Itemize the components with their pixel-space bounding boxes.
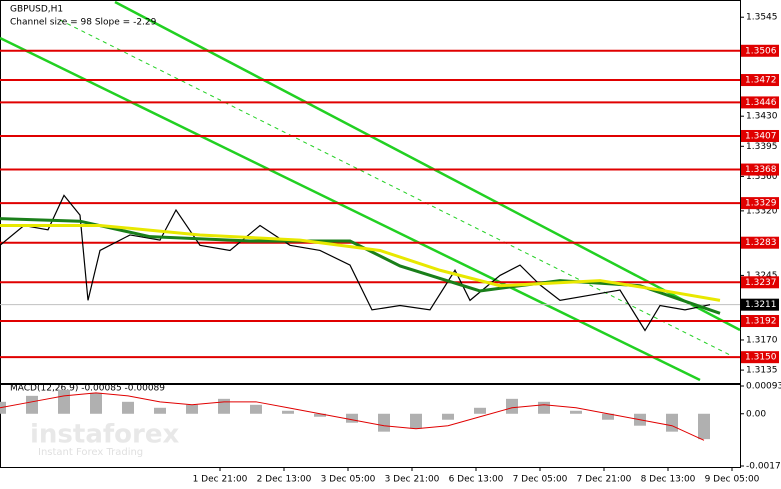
macd-bar [314, 413, 326, 417]
current-price-label: 1.3211 [745, 300, 777, 310]
x-tick-label: 8 Dec 13:00 [641, 475, 696, 485]
macd-bar [506, 398, 518, 414]
x-tick-label: 1 Dec 21:00 [193, 475, 248, 485]
level-box [741, 236, 779, 249]
current-price-box [741, 298, 779, 311]
level-label: 1.3329 [745, 199, 777, 209]
level-box [741, 315, 779, 328]
macd-bar [474, 407, 486, 414]
x-tick-label: 3 Dec 21:00 [385, 475, 440, 485]
y-tick-label: 1.3245 [746, 271, 778, 281]
macd-tick-label: 0.00093 [746, 382, 781, 392]
level-box [741, 74, 779, 87]
level-label: 1.3472 [745, 76, 777, 86]
level-box [741, 351, 779, 364]
macd-bar [122, 401, 134, 414]
x-tick-label: 7 Dec 05:00 [513, 475, 568, 485]
level-box [741, 197, 779, 210]
x-tick-label: 9 Dec 05:00 [705, 475, 760, 485]
x-tick-label: 7 Dec 21:00 [577, 475, 632, 485]
level-label: 1.3506 [745, 46, 777, 56]
y-tick-label: 1.3545 [746, 13, 778, 23]
macd-bar [90, 392, 102, 414]
level-box [741, 129, 779, 142]
channel-mid [59, 19, 731, 356]
macd-tick-label: -0.00175 [746, 462, 781, 472]
macd-signal [0, 392, 705, 441]
level-label: 1.3446 [745, 98, 777, 108]
x-tick-label: 6 Dec 13:00 [449, 475, 504, 485]
level-label: 1.3192 [745, 317, 777, 327]
y-tick-label: 1.3320 [746, 206, 778, 216]
macd-pane [0, 384, 741, 468]
level-label: 1.3283 [745, 238, 777, 248]
macd-bar [250, 404, 262, 414]
y-tick-label: 1.3170 [746, 335, 778, 345]
macd-bar [154, 407, 166, 414]
macd-bar [186, 404, 198, 414]
macd-bar [26, 395, 38, 414]
y-tick-label: 1.3395 [746, 142, 778, 152]
macd-bar [410, 413, 422, 429]
level-box [741, 276, 779, 289]
level-box [741, 44, 779, 57]
level-box [741, 96, 779, 109]
level-box [741, 163, 779, 176]
macd-bar [698, 413, 710, 440]
price-line [0, 223, 721, 302]
watermark: instaforex [30, 420, 180, 450]
macd-bar [602, 413, 614, 420]
watermark-sub: Instant Forex Trading [38, 447, 143, 458]
y-tick-label: 1.3360 [746, 172, 778, 182]
macd-bar [346, 413, 358, 423]
level-label: 1.3407 [745, 131, 777, 141]
macd-bar [538, 401, 550, 414]
macd-bar [0, 401, 6, 414]
x-tick-label: 2 Dec 13:00 [257, 475, 312, 485]
macd-bar [570, 410, 582, 414]
channel-lower [0, 36, 701, 382]
chart-subtitle: Channel size = 98 Slope = -2.29 [10, 18, 157, 28]
macd-bar [218, 398, 230, 414]
macd-bar [58, 389, 70, 414]
level-label: 1.3368 [745, 165, 777, 175]
y-tick-label: 1.3430 [746, 112, 778, 122]
channel-upper [114, 0, 741, 332]
macd-label: MACD(12,26,9) -0.00085 -0.00089 [10, 384, 165, 394]
chart-title: GBPUSD,H1 [10, 5, 63, 15]
level-label: 1.3150 [745, 353, 777, 363]
macd-bar [378, 413, 390, 432]
x-tick-label: 3 Dec 05:00 [321, 475, 376, 485]
level-label: 1.3237 [745, 278, 777, 288]
macd-tick-label: 0.00 [746, 409, 766, 419]
main-pane [0, 0, 741, 384]
y-tick-label: 1.3135 [746, 366, 778, 376]
price-line [0, 217, 721, 315]
price-line [0, 194, 711, 332]
macd-bar [666, 413, 678, 432]
macd-bar [442, 413, 454, 420]
macd-bar [282, 410, 294, 414]
